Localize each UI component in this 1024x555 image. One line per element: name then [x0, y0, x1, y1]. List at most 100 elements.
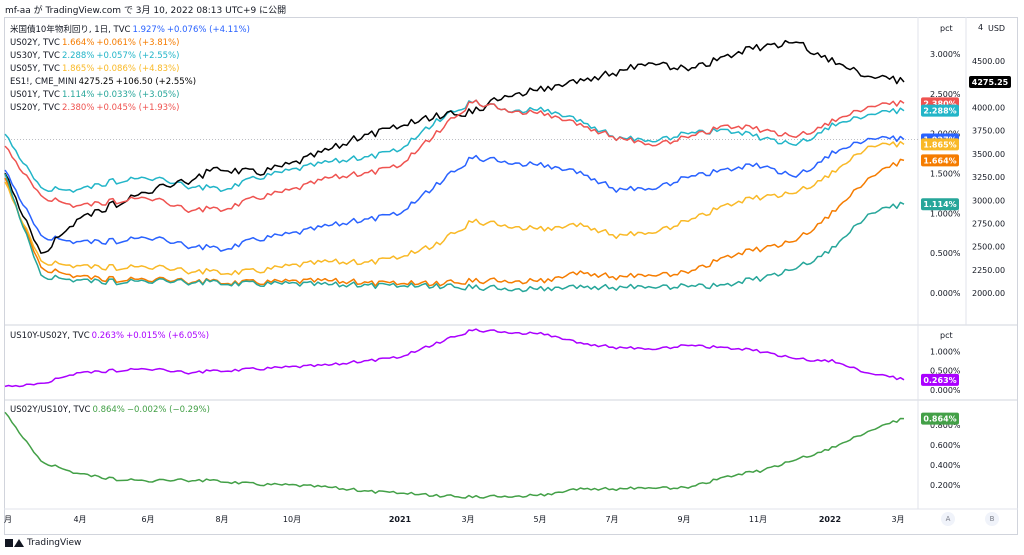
axis-tick-pct: 0.400%: [930, 461, 961, 470]
legend-change: −0.002% (−0.29%): [126, 405, 210, 415]
legend-change: +106.50 (+2.55%): [115, 77, 197, 87]
price-tag-label: 1.114%: [923, 200, 956, 209]
legend-value: 1.927%: [132, 25, 165, 35]
legend-change: +0.086% (+4.83%): [96, 64, 180, 74]
legend-spread-pane: US10Y-US02Y, TVC 0.263% +0.015% (+6.05%): [10, 330, 211, 343]
price-tag-label: 0.864%: [923, 415, 956, 424]
legend-top-pane: 米国債10年物利回り, 1日, TVC 1.927% +0.076% (+4.11%…: [10, 24, 252, 115]
legend-row[interactable]: ES1!, CME_MINI 4275.25 +106.50 (+2.55%): [10, 76, 252, 89]
legend-symbol: 米国債10年物利回り, 1日, TVC: [10, 25, 131, 35]
axis-log-button[interactable]: B: [985, 512, 999, 526]
time-axis-label: 7月: [605, 515, 618, 524]
legend-change: +0.045% (+1.93%): [96, 103, 180, 113]
legend-symbol: US02Y, TVC: [10, 38, 60, 48]
legend-value: 1.664%: [61, 38, 95, 48]
axis-tick-usd: 2750.00: [972, 219, 1005, 228]
axis-tick-usd: 3250.00: [972, 173, 1005, 182]
axis-tick-pct: 2.500%: [930, 90, 961, 99]
price-tag-label: 4275.25: [972, 78, 1009, 87]
time-axis-label: 11月: [749, 515, 767, 524]
legend-change: +0.057% (+2.55%): [96, 51, 180, 61]
brand-name: TradingView: [27, 538, 82, 548]
time-axis-label: 6月: [141, 515, 154, 524]
legend-change: +0.061% (+3.81%): [96, 38, 180, 48]
series-line--10-[interactable]: [4, 135, 905, 252]
legend-row[interactable]: US20Y, TVC 2.380% +0.045% (+1.93%): [10, 102, 252, 115]
legend-row[interactable]: US10Y-US02Y, TVC 0.263% +0.015% (+6.05%): [10, 330, 211, 343]
legend-value: 0.263%: [91, 331, 125, 341]
legend-symbol: US20Y, TVC: [10, 103, 60, 113]
legend-value: 4275.25: [78, 77, 114, 87]
legend-value: 2.380%: [61, 103, 95, 113]
axis-unit-pct-top: pct: [940, 24, 953, 33]
axis-tick-pct: 0.600%: [930, 441, 961, 450]
time-axis-label: 月: [4, 515, 12, 524]
legend-symbol: US01Y, TVC: [10, 90, 60, 100]
series-line-es1-[interactable]: [4, 39, 905, 254]
legend-symbol: US10Y-US02Y, TVC: [10, 331, 90, 341]
axis-unit-pct-mid: pct: [940, 331, 953, 340]
legend-row[interactable]: US02Y, TVC 1.664% +0.061% (+3.81%): [10, 37, 252, 50]
axis-tick-usd: 4500.00: [972, 57, 1005, 66]
axis-tick-pct: 3.000%: [930, 50, 961, 59]
legend-symbol: US02Y/US10Y, TVC: [10, 405, 91, 415]
series-line-us02y-us10y[interactable]: [4, 411, 905, 499]
series-line-us30y[interactable]: [4, 99, 905, 193]
price-tag-label: 1.664%: [923, 156, 956, 165]
price-tag: [921, 198, 959, 211]
price-tag-label: 2.380%: [923, 99, 956, 108]
legend-row[interactable]: US01Y, TVC 1.114% +0.033% (+3.05%): [10, 89, 252, 102]
axis-tick-pct: 1.500%: [930, 169, 961, 178]
price-tag-label: 2.288%: [923, 107, 956, 116]
axis-tick-usd: 3500.00: [972, 150, 1005, 159]
time-axis-label: 10月: [283, 515, 301, 524]
axis-tick-usd: 4000.00: [972, 104, 1005, 113]
axis-tick-pct: 0.500%: [930, 367, 961, 376]
series-line-us20y[interactable]: [4, 99, 905, 214]
axis-tick-pct: 0.800%: [930, 421, 961, 430]
legend-row[interactable]: US30Y, TVC 2.288% +0.057% (+2.55%): [10, 50, 252, 63]
axis-tick-usd: 2000.00: [972, 289, 1005, 298]
time-axis-label: 5月: [533, 515, 546, 524]
axis-tick-usd: 3000.00: [972, 196, 1005, 205]
tradingview-logo-icon: [5, 538, 24, 548]
legend-row[interactable]: US02Y/US10Y, TVC 0.864% −0.002% (−0.29%): [10, 404, 212, 417]
legend-symbol: ES1!, CME_MINI: [10, 77, 77, 87]
axis-tick-pct: 0.500%: [930, 249, 961, 258]
price-tag: [921, 154, 959, 167]
axis-tick-usd: 2250.00: [972, 266, 1005, 275]
axis-tick-pct: 0.000%: [930, 289, 961, 298]
time-axis-label: 8月: [215, 515, 228, 524]
price-tag: [921, 138, 959, 151]
time-axis-label: 9月: [677, 515, 690, 524]
series-line-us10y-us02y[interactable]: [4, 328, 905, 388]
legend-row[interactable]: 米国債10年物利回り, 1日, TVC 1.927% +0.076% (+4.11%…: [10, 24, 252, 37]
series-line-us02y[interactable]: [4, 158, 905, 287]
legend-value: 2.288%: [61, 51, 95, 61]
legend-value: 1.865%: [61, 64, 95, 74]
price-tag: [921, 412, 959, 425]
price-tag-label: 1.865%: [923, 140, 956, 149]
chart-frame: [4, 17, 1018, 535]
axis-tick-usd: 2500.00: [972, 243, 1005, 252]
legend-value: 0.864%: [92, 405, 125, 415]
footer-brand: TradingView: [5, 538, 81, 548]
time-axis-label: 3月: [461, 515, 474, 524]
time-axis-label: 2022: [819, 515, 841, 524]
legend-ratio-pane: US02Y/US10Y, TVC 0.864% −0.002% (−0.29%): [10, 404, 212, 417]
time-axis-label: 4月: [73, 515, 86, 524]
legend-row[interactable]: US05Y, TVC 1.865% +0.086% (+4.83%): [10, 63, 252, 76]
series-line-us05y[interactable]: [4, 140, 905, 276]
time-axis-label: 2021: [389, 515, 412, 524]
axis-auto-button[interactable]: A: [941, 512, 955, 526]
legend-symbol: US30Y, TVC: [10, 51, 60, 61]
legend-change: +0.015% (+6.05%): [126, 331, 210, 341]
axis-tick-pct: 0.000%: [930, 386, 961, 395]
legend-change: +0.076% (+4.11%): [166, 25, 250, 35]
axis-unit-usd: USD: [988, 24, 1005, 33]
series-line-us01y[interactable]: [4, 173, 905, 293]
axis-tick-pct: 1.000%: [930, 347, 961, 356]
time-axis-label: 3月: [891, 515, 904, 524]
axis-tick-pct: 0.200%: [930, 481, 961, 490]
